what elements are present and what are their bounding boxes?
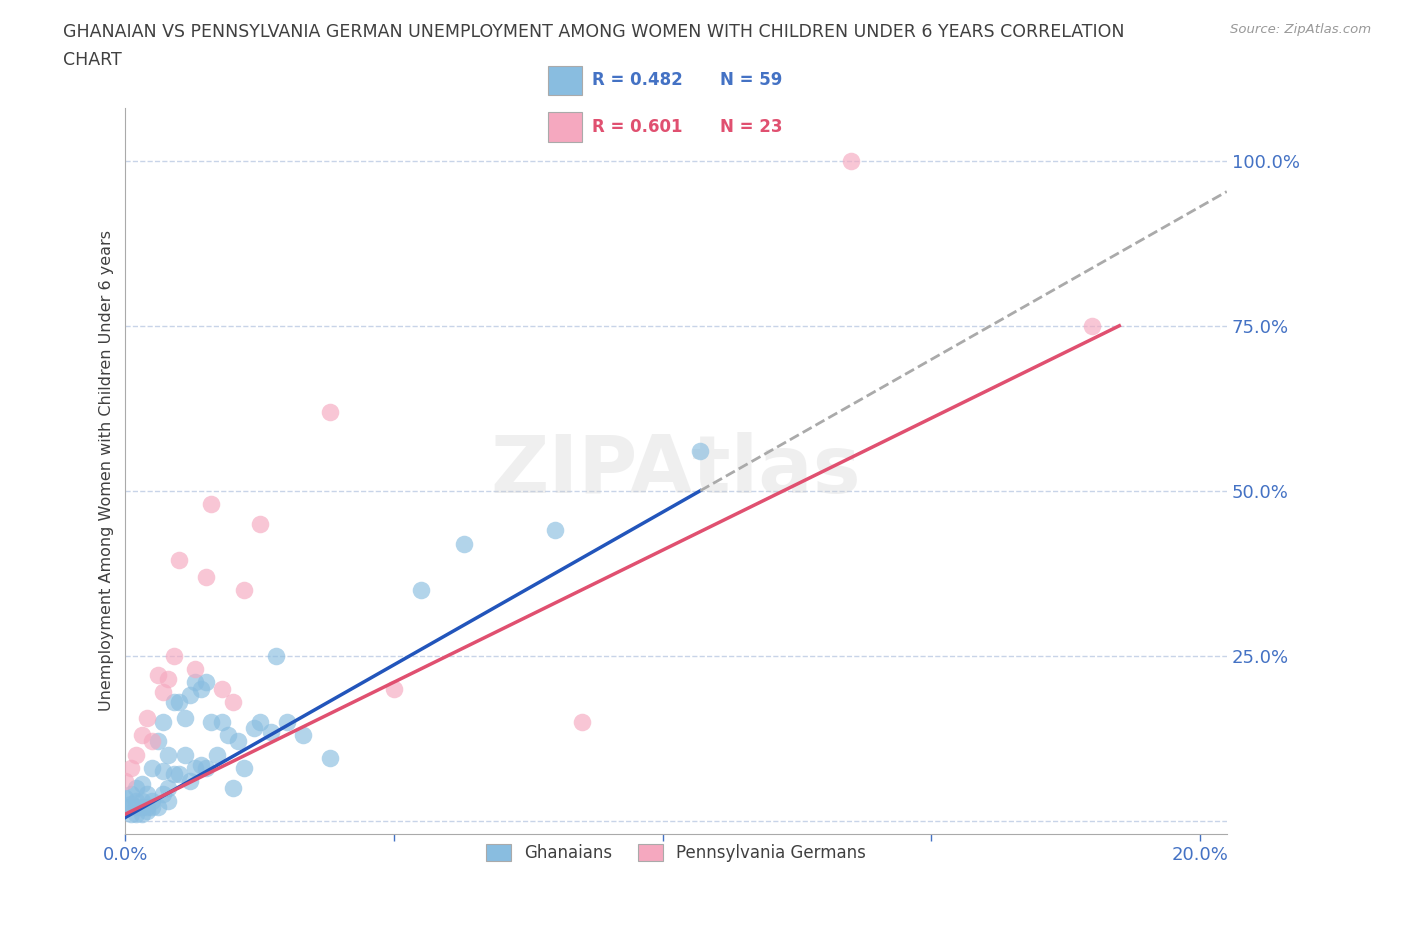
- Point: [157, 793, 180, 808]
- Point: [184, 674, 207, 689]
- Point: [146, 668, 169, 683]
- Point: [163, 648, 186, 663]
- Point: [131, 793, 153, 808]
- Point: [222, 780, 245, 795]
- Point: [226, 734, 249, 749]
- Point: [136, 804, 159, 818]
- Text: N = 59: N = 59: [720, 72, 782, 89]
- Point: [163, 767, 186, 782]
- Point: [190, 682, 212, 697]
- Point: [131, 727, 153, 742]
- Point: [163, 695, 186, 710]
- FancyBboxPatch shape: [548, 113, 582, 141]
- Point: [217, 727, 239, 742]
- Point: [157, 671, 180, 686]
- Point: [131, 777, 153, 791]
- Text: ZIPAtlas: ZIPAtlas: [491, 432, 862, 510]
- Y-axis label: Unemployment Among Women with Children Under 6 years: Unemployment Among Women with Children U…: [100, 231, 114, 711]
- Point: [318, 405, 340, 419]
- Point: [318, 751, 340, 765]
- Point: [141, 800, 163, 815]
- Point: [125, 780, 148, 795]
- Point: [173, 711, 195, 725]
- Point: [1081, 318, 1104, 333]
- Legend: Ghanaians, Pennsylvania Germans: Ghanaians, Pennsylvania Germans: [479, 838, 873, 870]
- Point: [200, 714, 222, 729]
- Point: [114, 774, 136, 789]
- Point: [120, 806, 142, 821]
- Point: [689, 444, 711, 458]
- Text: GHANAIAN VS PENNSYLVANIA GERMAN UNEMPLOYMENT AMONG WOMEN WITH CHILDREN UNDER 6 Y: GHANAIAN VS PENNSYLVANIA GERMAN UNEMPLOY…: [63, 23, 1125, 41]
- Point: [120, 797, 142, 812]
- Point: [146, 734, 169, 749]
- Point: [839, 153, 862, 168]
- Point: [114, 790, 136, 805]
- Point: [141, 793, 163, 808]
- Point: [157, 747, 180, 762]
- Point: [453, 536, 475, 551]
- Point: [544, 523, 567, 538]
- Point: [136, 800, 159, 815]
- Point: [125, 800, 148, 815]
- Point: [195, 569, 218, 584]
- Point: [276, 714, 298, 729]
- Point: [195, 674, 218, 689]
- Point: [152, 684, 174, 699]
- Point: [125, 793, 148, 808]
- Point: [249, 516, 271, 531]
- Point: [243, 721, 266, 736]
- Point: [205, 747, 228, 762]
- Point: [114, 800, 136, 815]
- Point: [152, 764, 174, 778]
- Point: [120, 761, 142, 776]
- Point: [141, 761, 163, 776]
- Point: [259, 724, 281, 739]
- Point: [125, 747, 148, 762]
- Text: Source: ZipAtlas.com: Source: ZipAtlas.com: [1230, 23, 1371, 36]
- Point: [184, 761, 207, 776]
- Point: [190, 757, 212, 772]
- FancyBboxPatch shape: [548, 66, 582, 95]
- Point: [120, 787, 142, 802]
- Point: [382, 682, 405, 697]
- Point: [136, 787, 159, 802]
- Point: [232, 582, 254, 597]
- Point: [211, 682, 233, 697]
- Point: [167, 695, 190, 710]
- Point: [141, 734, 163, 749]
- Point: [152, 714, 174, 729]
- Text: R = 0.482: R = 0.482: [592, 72, 682, 89]
- Point: [152, 787, 174, 802]
- Point: [167, 552, 190, 567]
- Point: [291, 727, 314, 742]
- Point: [179, 774, 201, 789]
- Text: N = 23: N = 23: [720, 118, 782, 136]
- Point: [173, 747, 195, 762]
- Point: [167, 767, 190, 782]
- Point: [195, 761, 218, 776]
- Point: [136, 711, 159, 725]
- Point: [200, 497, 222, 512]
- Point: [249, 714, 271, 729]
- Point: [184, 661, 207, 676]
- Point: [157, 780, 180, 795]
- Point: [222, 695, 245, 710]
- Point: [571, 714, 593, 729]
- Point: [211, 714, 233, 729]
- Point: [146, 800, 169, 815]
- Text: CHART: CHART: [63, 51, 122, 69]
- Point: [232, 761, 254, 776]
- Text: R = 0.601: R = 0.601: [592, 118, 682, 136]
- Point: [131, 806, 153, 821]
- Point: [125, 806, 148, 821]
- Point: [264, 648, 287, 663]
- Point: [131, 800, 153, 815]
- Point: [179, 688, 201, 703]
- Point: [409, 582, 432, 597]
